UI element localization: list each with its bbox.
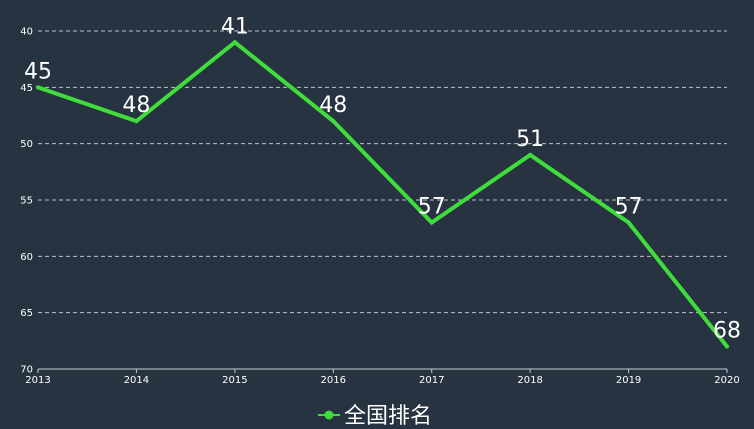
y-tick-label: 65 [20, 308, 33, 319]
data-point[interactable] [331, 119, 336, 124]
data-label: 57 [418, 195, 446, 220]
data-label: 51 [516, 127, 544, 152]
y-tick-label: 70 [20, 365, 33, 376]
series-line[interactable] [36, 39, 729, 349]
x-tick-label: 2014 [124, 375, 149, 386]
y-tick-label: 50 [20, 139, 33, 150]
data-label: 48 [122, 93, 150, 118]
data-point[interactable] [429, 220, 434, 225]
data-point[interactable] [626, 220, 631, 225]
data-point[interactable] [725, 344, 729, 349]
data-label: 57 [615, 195, 643, 220]
x-tick-label: 2015 [222, 375, 247, 386]
data-label: 68 [713, 318, 741, 343]
data-point[interactable] [528, 152, 533, 157]
x-tick-label: 2020 [714, 375, 739, 386]
x-tick-label: 2018 [517, 375, 542, 386]
x-tick-label: 2013 [25, 375, 50, 386]
grid-layer [38, 30, 727, 314]
data-point[interactable] [134, 119, 139, 124]
data-point[interactable] [232, 40, 237, 45]
y-tick-label: 40 [20, 27, 33, 38]
y-tick-label: 45 [20, 83, 33, 94]
legend-marker-icon [324, 410, 334, 420]
legend-label: 全国排名 [344, 404, 432, 429]
series-layer [36, 39, 729, 349]
data-point[interactable] [36, 85, 40, 90]
legend[interactable]: 全国排名 [318, 404, 432, 429]
y-tick-label: 55 [20, 196, 33, 207]
data-label: 45 [24, 59, 52, 84]
data-label: 48 [319, 93, 347, 118]
data-label: 41 [221, 14, 249, 39]
data-label-layer: 45 48 41 48 57 51 57 68 [24, 14, 741, 343]
x-tick-label: 2019 [616, 375, 641, 386]
x-tick-label: 2017 [419, 375, 444, 386]
x-tick-label: 2016 [321, 375, 346, 386]
y-tick-label: 60 [20, 252, 33, 263]
